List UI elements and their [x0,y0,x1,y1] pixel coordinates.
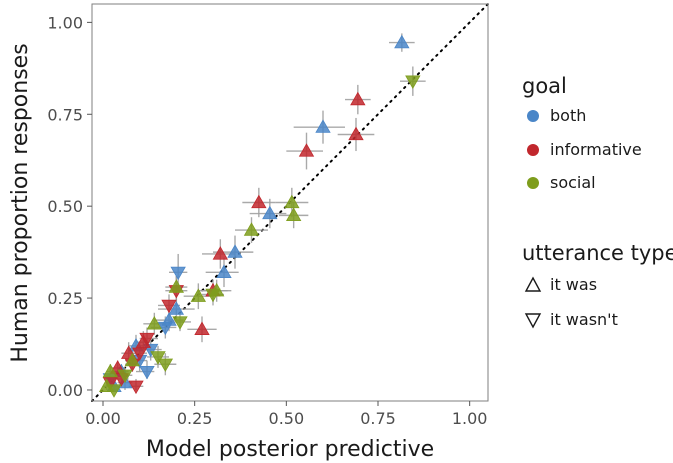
data-point-informative-it-wasnt [161,299,177,314]
triangle-down-icon [524,313,542,329]
data-point-social-it-was [285,207,302,222]
circle-icon [527,144,539,156]
utterance-legend-title: utterance type [522,241,673,265]
data-point-informative-it-was [350,91,366,106]
data-point-informative-it-was [348,126,364,141]
legend-label-both: both [550,106,587,125]
data-point-social-it-was [146,315,163,330]
data-point-social-it-was [102,363,119,378]
x-tick-label: 0.25 [177,409,213,428]
goal-legend: goal both informative social [522,74,672,194]
data-point-social-it-was [168,279,185,293]
y-tick-label: 1.00 [47,13,83,32]
data-point-both-it-was [315,119,331,133]
data-point-informative-it-was [194,321,210,335]
data-point-both-it-was [262,205,278,220]
utterance-legend: utterance type it was it wasn't [522,241,673,341]
y-tick-label: 0.50 [47,197,83,216]
triangle-up-icon [524,276,542,292]
y-tick-label: 0.00 [47,381,83,400]
x-tick-label: 0.50 [269,409,305,428]
legend-label-it-was: it was [550,275,598,294]
x-tick-label: 1.00 [452,409,488,428]
x-axis-label: Model posterior predictive [146,437,434,462]
data-point-social-it-was [284,194,300,209]
data-point-both-it-was [216,264,232,278]
legend-label-it-wasnt: it wasn't [550,310,618,329]
circle-icon [527,177,539,189]
y-axis-label: Human proportion responses [8,43,33,362]
data-point-social-it-wasnt [117,369,133,384]
x-tick-label: 0.00 [85,409,121,428]
data-point-social-it-wasnt [150,351,166,365]
goal-legend-title: goal [522,74,567,98]
data-point-social-it-was [190,288,207,302]
data-point-both-it-wasnt [170,266,186,281]
data-point-social-it-wasnt [157,358,174,373]
circle-icon [527,110,539,122]
plot-panel-border [91,3,489,402]
data-point-both-it-was [394,34,410,49]
x-tick-label: 0.75 [360,409,396,428]
legend-label-informative: informative [550,140,642,159]
data-point-both-it-wasnt [157,321,174,336]
data-point-social-it-wasnt [405,75,421,90]
data-point-informative-it-was [251,194,267,209]
y-tick-label: 0.25 [47,289,83,308]
data-point-informative-it-wasnt [131,347,148,362]
data-point-informative-it-wasnt [128,380,144,395]
data-point-informative-it-was [298,143,315,157]
data-point-social-it-was [124,352,141,367]
y-tick-label: 0.75 [47,105,83,124]
data-point-informative-it-was [135,334,152,348]
data-point-social-it-wasnt [205,288,221,303]
data-point-social-it-wasnt [106,384,122,398]
data-point-both-it-was [168,301,185,315]
data-point-both-it-was [227,244,243,258]
legend-label-social: social [550,173,596,192]
data-point-informative-it-was [212,246,229,260]
data-point-social-it-wasnt [172,316,188,330]
data-point-both-it-wasnt [139,365,155,380]
data-point-social-it-was [243,222,260,236]
